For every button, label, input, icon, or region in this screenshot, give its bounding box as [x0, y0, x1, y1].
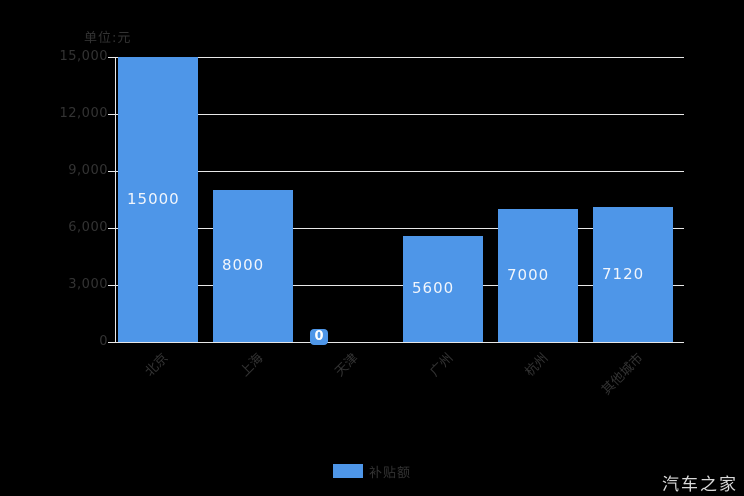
y-axis-label: 0	[99, 334, 108, 349]
legend: 补贴额	[0, 461, 744, 481]
bar-value-label: 7000	[507, 265, 550, 284]
gridline	[115, 171, 684, 172]
y-axis-label: 15,000	[59, 49, 108, 64]
bar	[403, 236, 483, 342]
plot-area: 0 3,000 6,000 9,000 12,000 15,000 15000 北京 8000 上…	[59, 49, 684, 399]
watermark: 汽车之家	[662, 475, 738, 495]
y-axis-label: 9,000	[68, 163, 108, 178]
y-axis-line	[115, 57, 116, 342]
bar	[593, 207, 673, 342]
y-axis-label: 3,000	[68, 277, 108, 292]
y-axis-tick	[108, 285, 115, 286]
y-axis-label: 6,000	[68, 220, 108, 235]
zero-value-badge: 0	[310, 329, 328, 345]
y-axis-tick	[108, 228, 115, 229]
bar-value-label: 5600	[412, 279, 455, 297]
x-axis-line	[115, 342, 684, 343]
y-axis-tick	[108, 57, 115, 58]
x-axis-label: 其他城市	[599, 350, 647, 399]
gridline	[115, 228, 684, 229]
y-axis-label: 12,000	[59, 106, 108, 121]
y-axis-tick	[108, 342, 115, 343]
bar	[118, 57, 198, 342]
x-axis-label: 杭州	[522, 350, 552, 380]
y-axis-tick	[108, 114, 115, 115]
x-axis-label: 天津	[332, 350, 362, 380]
bar	[213, 190, 293, 342]
bar-value-label: 7120	[602, 264, 645, 283]
gridline	[115, 285, 684, 286]
bar-value-label: 8000	[222, 256, 265, 274]
x-axis-label: 广州	[427, 350, 457, 380]
x-axis-label: 上海	[237, 350, 267, 380]
unit-label: 单位:元	[84, 31, 132, 46]
legend-label: 补贴额	[368, 465, 411, 481]
x-axis-label: 北京	[142, 350, 172, 380]
gridline	[115, 57, 684, 58]
y-axis-tick	[108, 171, 115, 172]
bar-value-label: 15000	[127, 189, 180, 208]
bar	[498, 209, 578, 342]
gridline	[115, 114, 684, 115]
legend-swatch	[332, 464, 363, 478]
